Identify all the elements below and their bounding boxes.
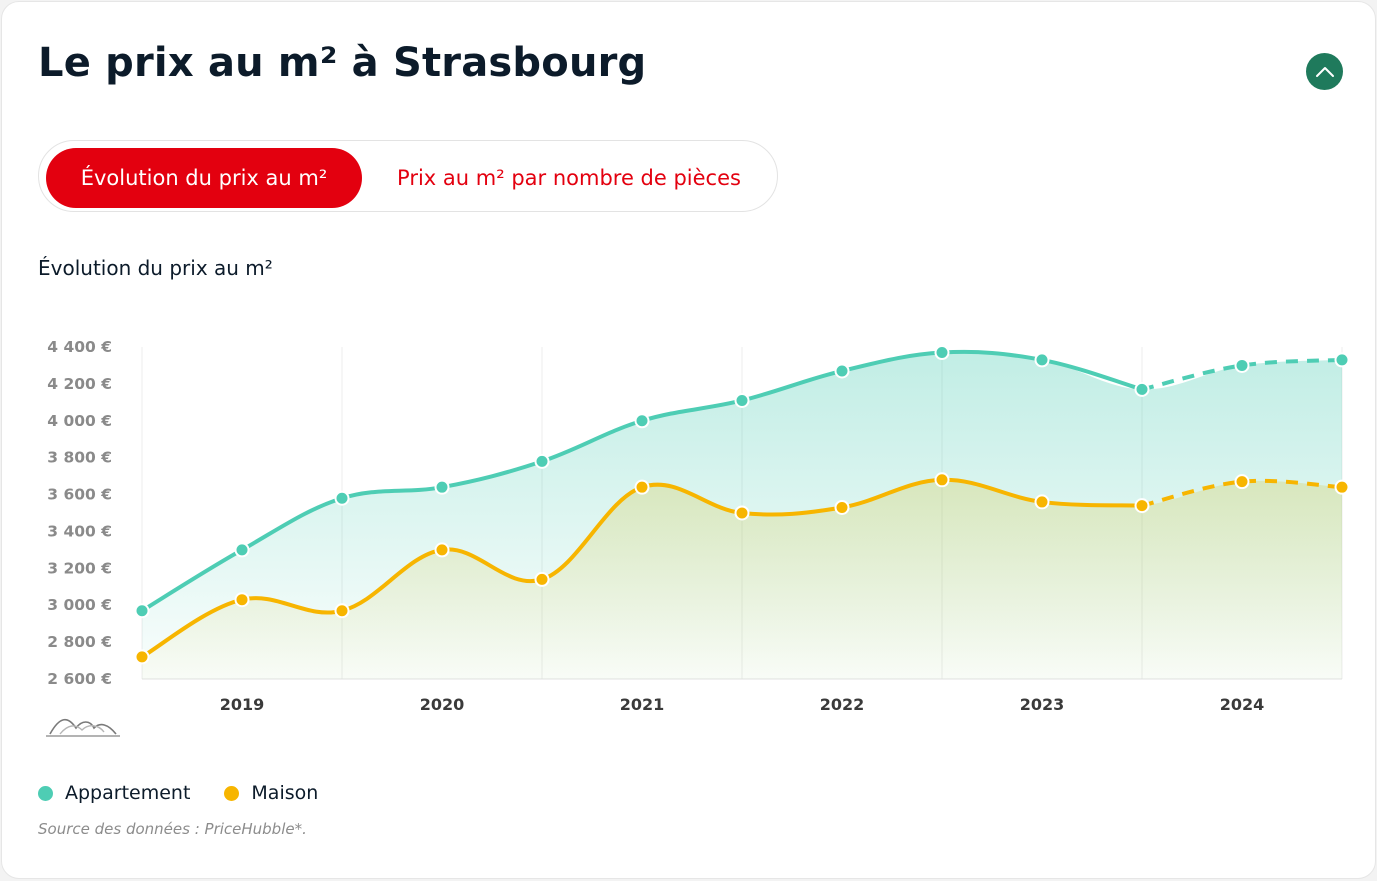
tab-price-by-rooms[interactable]: Prix au m² par nombre de pièces — [379, 148, 759, 208]
legend-label: Maison — [251, 782, 319, 804]
data-point-appartement[interactable] — [1234, 357, 1250, 373]
data-point-maison[interactable] — [434, 542, 450, 558]
data-point-appartement[interactable] — [634, 413, 650, 429]
chevron-up-icon — [1315, 66, 1334, 77]
legend-label: Appartement — [65, 782, 191, 804]
data-point-maison[interactable] — [534, 571, 550, 587]
legend-item-maison[interactable]: Maison — [224, 782, 318, 804]
y-tick-label: 4 000 € — [47, 412, 112, 430]
x-tick-label: 2024 — [1220, 695, 1265, 714]
data-source-note: Source des données : PriceHubble*. — [38, 820, 307, 838]
y-tick-label: 2 600 € — [47, 670, 112, 688]
x-tick-label: 2020 — [420, 695, 465, 714]
data-point-maison[interactable] — [234, 592, 250, 608]
data-point-appartement[interactable] — [934, 345, 950, 361]
data-point-appartement[interactable] — [234, 542, 250, 558]
data-point-maison[interactable] — [934, 472, 950, 488]
y-tick-label: 3 200 € — [47, 559, 112, 577]
legend-item-appartement[interactable]: Appartement — [38, 782, 190, 804]
page-title: Le prix au m² à Strasbourg — [38, 40, 647, 86]
area-maison — [142, 479, 1342, 679]
x-tick-label: 2019 — [220, 695, 265, 714]
data-point-appartement[interactable] — [434, 479, 450, 495]
data-point-appartement[interactable] — [834, 363, 850, 379]
data-point-appartement[interactable] — [734, 392, 750, 408]
data-point-maison[interactable] — [134, 649, 150, 665]
y-tick-label: 4 400 € — [47, 338, 112, 356]
y-tick-label: 3 600 € — [47, 486, 112, 504]
chart-type-icon — [46, 718, 120, 737]
data-point-appartement[interactable] — [1334, 352, 1350, 368]
x-tick-label: 2022 — [820, 695, 865, 714]
data-point-maison[interactable] — [834, 499, 850, 515]
data-point-maison[interactable] — [1134, 498, 1150, 514]
data-point-maison[interactable] — [634, 479, 650, 495]
data-point-appartement[interactable] — [1134, 381, 1150, 397]
data-point-appartement[interactable] — [134, 603, 150, 619]
y-tick-label: 2 800 € — [47, 633, 112, 651]
series-line-maison — [140, 477, 1144, 659]
chart-title: Évolution du prix au m² — [38, 256, 273, 280]
legend-dot-maison — [224, 785, 240, 801]
x-tick-label: 2023 — [1020, 695, 1065, 714]
data-point-maison[interactable] — [1334, 479, 1350, 495]
tab-bar: Évolution du prix au m² Prix au m² par n… — [38, 140, 778, 212]
data-point-maison[interactable] — [1034, 494, 1050, 510]
y-tick-label: 3 400 € — [47, 522, 112, 540]
data-point-maison[interactable] — [1234, 474, 1250, 490]
series-forecast-line-maison — [1141, 478, 1343, 508]
data-point-maison[interactable] — [734, 505, 750, 521]
chart-legend: Appartement Maison — [38, 782, 352, 804]
collapse-button[interactable] — [1306, 53, 1343, 90]
data-point-maison[interactable] — [334, 603, 350, 619]
legend-dot-appartement — [38, 785, 53, 801]
data-point-appartement[interactable] — [334, 490, 350, 506]
y-tick-label: 4 200 € — [47, 375, 112, 393]
x-tick-label: 2021 — [620, 695, 665, 714]
tab-price-evolution[interactable]: Évolution du prix au m² — [46, 148, 362, 208]
price-line-chart: 2 600 € 2 800 € 3 000 € 3 200 € 3 400 € 3 600… — [46, 338, 1350, 737]
data-point-appartement[interactable] — [534, 453, 550, 469]
y-tick-label: 3 800 € — [47, 449, 112, 467]
data-point-appartement[interactable] — [1034, 352, 1050, 368]
y-tick-label: 3 000 € — [47, 596, 112, 614]
series-forecast-line-appartement — [1141, 357, 1343, 392]
